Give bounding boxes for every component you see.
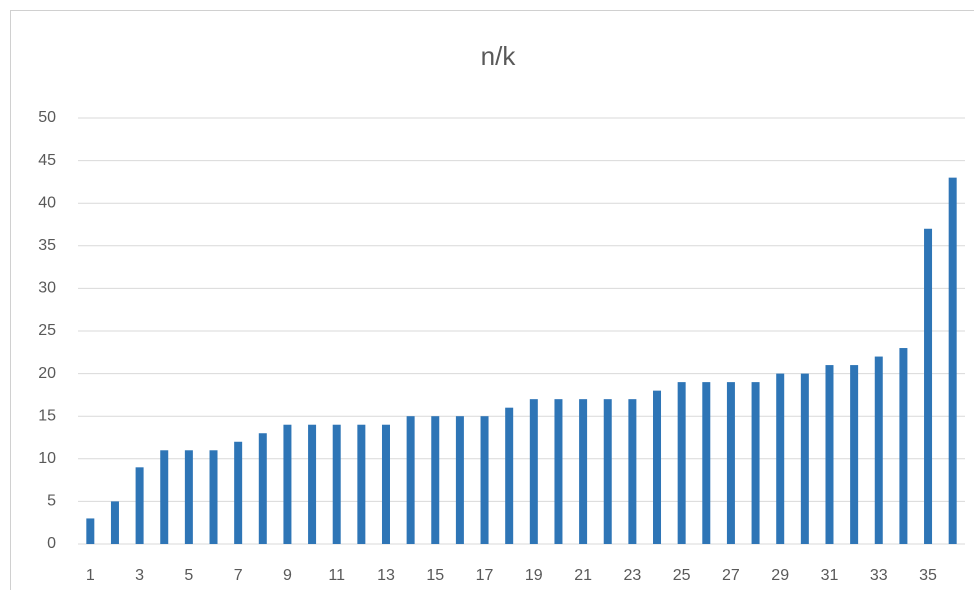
bar xyxy=(283,424,292,544)
bar xyxy=(653,390,662,544)
y-tick-label: 45 xyxy=(38,152,56,169)
y-tick-label: 20 xyxy=(38,365,56,382)
bar xyxy=(110,501,119,544)
x-tick-label: 5 xyxy=(184,567,193,584)
x-tick-label: 3 xyxy=(135,567,144,584)
y-tick-label: 5 xyxy=(47,493,56,510)
bar xyxy=(924,228,933,544)
bar xyxy=(234,441,243,544)
x-tick-label: 29 xyxy=(771,567,789,584)
bar xyxy=(480,416,489,544)
x-tick-label: 23 xyxy=(623,567,641,584)
x-tick-label: 17 xyxy=(476,567,494,584)
bar xyxy=(357,424,366,544)
bar xyxy=(135,467,144,544)
x-tick-label: 33 xyxy=(870,567,888,584)
y-tick-label: 10 xyxy=(38,450,56,467)
bar xyxy=(529,399,538,544)
bar xyxy=(258,433,267,544)
x-tick-label: 21 xyxy=(574,567,592,584)
bar xyxy=(86,518,95,544)
bar xyxy=(751,382,760,544)
bar xyxy=(332,424,341,544)
chart-frame xyxy=(10,10,974,590)
x-tick-label: 27 xyxy=(722,567,740,584)
bar xyxy=(702,382,711,544)
bar xyxy=(825,365,834,544)
bar xyxy=(579,399,588,544)
bar xyxy=(381,424,390,544)
x-tick-label: 19 xyxy=(525,567,543,584)
bar xyxy=(726,382,735,544)
x-tick-label: 9 xyxy=(283,567,292,584)
bar xyxy=(455,416,464,544)
bar xyxy=(800,373,809,544)
bar xyxy=(603,399,612,544)
bar xyxy=(209,450,218,544)
bar xyxy=(874,356,883,544)
y-tick-label: 35 xyxy=(38,237,56,254)
x-tick-label: 7 xyxy=(234,567,243,584)
bar xyxy=(554,399,563,544)
x-tick-label: 35 xyxy=(919,567,937,584)
bar xyxy=(628,399,637,544)
x-tick-label: 11 xyxy=(328,567,345,584)
bar xyxy=(850,365,859,544)
bar xyxy=(184,450,193,544)
chart-title: n/k xyxy=(481,41,517,71)
x-tick-label: 13 xyxy=(377,567,395,584)
bar xyxy=(431,416,440,544)
bar xyxy=(677,382,686,544)
bar xyxy=(776,373,785,544)
bar xyxy=(505,407,514,544)
bar xyxy=(160,450,169,544)
x-tick-label: 1 xyxy=(86,567,95,584)
y-tick-label: 0 xyxy=(47,535,56,552)
y-tick-label: 25 xyxy=(38,322,56,339)
bar xyxy=(899,348,908,544)
y-tick-label: 40 xyxy=(38,194,56,211)
y-tick-label: 30 xyxy=(38,280,56,297)
y-tick-label: 15 xyxy=(38,407,56,424)
x-tick-label: 25 xyxy=(673,567,691,584)
bar xyxy=(406,416,415,544)
bar xyxy=(308,424,317,544)
bar xyxy=(948,177,957,544)
x-tick-label: 15 xyxy=(426,567,444,584)
y-tick-label: 50 xyxy=(38,109,56,126)
x-tick-label: 31 xyxy=(821,567,839,584)
